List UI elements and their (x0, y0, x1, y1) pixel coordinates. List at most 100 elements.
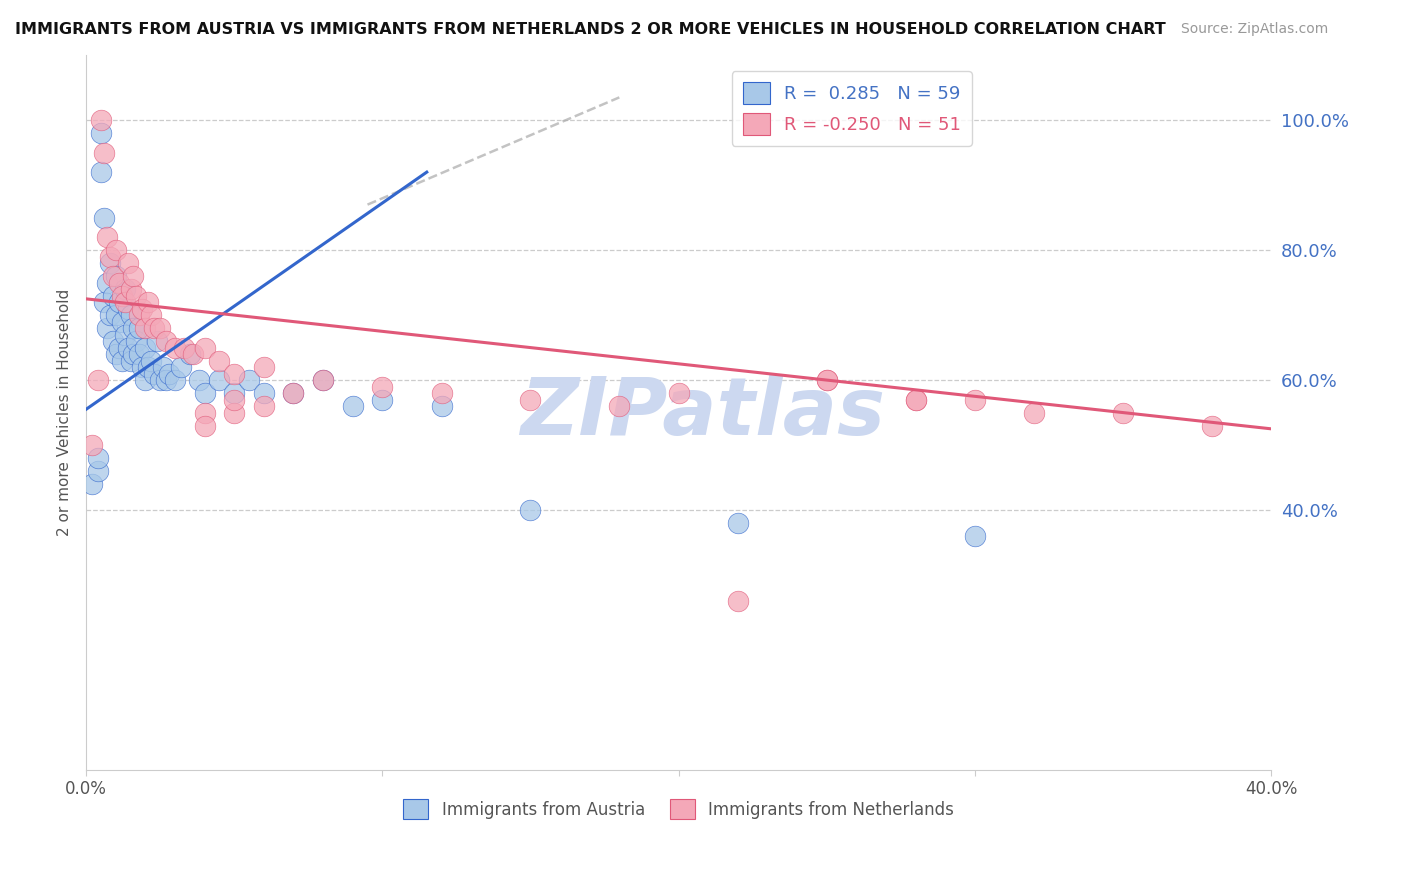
Point (122, 347, 145, 361)
Point (727, 594, 749, 608)
Point (90, 113, 112, 128)
Point (253, 386, 276, 401)
Point (128, 347, 150, 361)
Point (87, 373, 110, 387)
Point (1112, 406, 1135, 420)
Point (141, 308, 163, 322)
Point (117, 301, 139, 316)
Point (238, 373, 260, 387)
Point (193, 418, 215, 433)
Point (104, 269, 127, 284)
Point (104, 243, 127, 257)
Point (101, 288, 124, 302)
Point (107, 341, 129, 355)
Point (98, 250, 121, 264)
Point (131, 301, 153, 316)
Point (134, 373, 156, 387)
Text: IMMIGRANTS FROM AUSTRIA VS IMMIGRANTS FROM NETHERLANDS 2 OR MORE VEHICLES IN HOU: IMMIGRANTS FROM AUSTRIA VS IMMIGRANTS FR… (15, 22, 1166, 37)
Point (224, 392, 246, 407)
Point (117, 341, 139, 355)
Point (101, 334, 124, 348)
Point (224, 406, 246, 420)
Point (114, 295, 136, 310)
Point (111, 288, 134, 302)
Y-axis label: 2 or more Vehicles in Household: 2 or more Vehicles in Household (58, 289, 72, 536)
Point (208, 353, 231, 368)
Point (668, 386, 690, 401)
Point (815, 373, 838, 387)
Point (80, 438, 103, 452)
Point (371, 379, 394, 393)
Point (193, 341, 215, 355)
Point (163, 373, 186, 387)
Point (93, 145, 115, 160)
Point (111, 315, 134, 329)
Point (371, 392, 394, 407)
Point (120, 308, 142, 322)
Point (93, 211, 115, 225)
Point (87, 464, 110, 478)
Point (107, 295, 129, 310)
Point (117, 256, 139, 270)
Point (224, 367, 246, 381)
Text: Source: ZipAtlas.com: Source: ZipAtlas.com (1181, 22, 1329, 37)
Point (141, 353, 163, 368)
Point (149, 321, 172, 335)
Point (114, 282, 136, 296)
Point (87, 451, 110, 466)
Point (90, 165, 112, 179)
Point (163, 341, 186, 355)
Point (120, 353, 142, 368)
Point (179, 347, 201, 361)
Point (96, 276, 118, 290)
Point (519, 503, 541, 517)
Point (107, 276, 129, 290)
Point (114, 327, 136, 342)
Point (430, 386, 453, 401)
Point (122, 321, 145, 335)
Point (157, 367, 180, 381)
Point (727, 516, 749, 530)
Point (312, 373, 335, 387)
Point (131, 360, 153, 375)
Point (149, 373, 172, 387)
Point (181, 347, 204, 361)
Point (98, 256, 121, 270)
Point (253, 399, 276, 413)
Point (90, 126, 112, 140)
Point (134, 321, 156, 335)
Point (125, 334, 148, 348)
Point (136, 295, 159, 310)
Point (143, 367, 166, 381)
Point (104, 308, 127, 322)
Point (208, 373, 231, 387)
Point (1201, 418, 1223, 433)
Point (607, 399, 630, 413)
Point (120, 282, 142, 296)
Point (904, 392, 927, 407)
Point (136, 360, 159, 375)
Point (170, 360, 193, 375)
Text: ZIPatlas: ZIPatlas (520, 374, 884, 451)
Legend: Immigrants from Austria, Immigrants from Netherlands: Immigrants from Austria, Immigrants from… (396, 792, 960, 826)
Point (96, 321, 118, 335)
Point (312, 373, 335, 387)
Point (193, 406, 215, 420)
Point (101, 269, 124, 284)
Point (963, 392, 986, 407)
Point (155, 373, 177, 387)
Point (125, 288, 148, 302)
Point (253, 360, 276, 375)
Point (173, 341, 195, 355)
Point (193, 386, 215, 401)
Point (80, 477, 103, 491)
Point (430, 399, 453, 413)
Point (96, 230, 118, 244)
Point (146, 334, 169, 348)
Point (93, 295, 115, 310)
Point (155, 334, 177, 348)
Point (98, 308, 121, 322)
Point (283, 386, 305, 401)
Point (1022, 406, 1045, 420)
Point (342, 399, 364, 413)
